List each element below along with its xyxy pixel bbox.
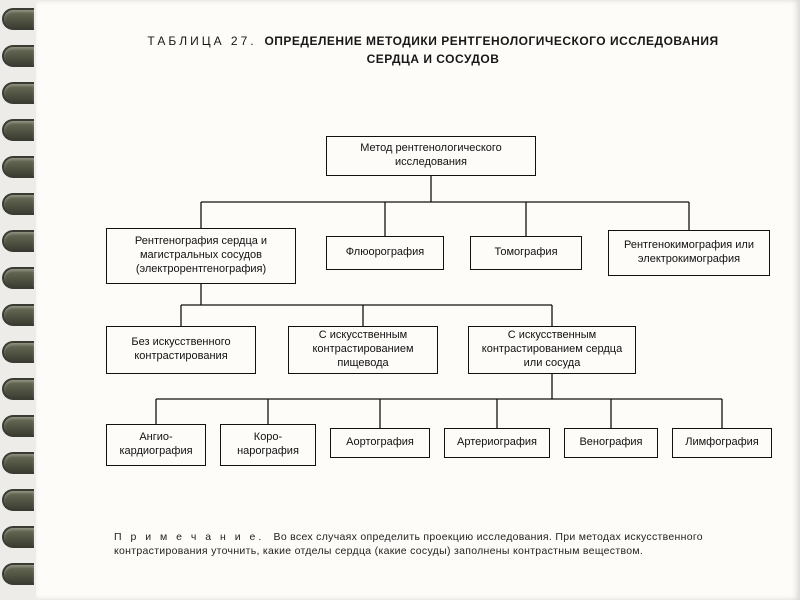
footnote: П р и м е ч а н и е. Во всех случаях опр…	[114, 530, 764, 558]
table-title: ТАБЛИЦА 27. ОПРЕДЕЛЕНИЕ МЕТОДИКИ РЕНТГЕН…	[96, 34, 770, 66]
node-aortography: Аортография	[330, 428, 430, 458]
footnote-label: П р и м е ч а н и е.	[114, 531, 264, 543]
node-coronarography: Коро-нарография	[220, 424, 316, 466]
page-surface: ТАБЛИЦА 27. ОПРЕДЕЛЕНИЕ МЕТОДИКИ РЕНТГЕН…	[36, 0, 800, 600]
node-no-contrast: Без искусственного контрастирования	[106, 326, 256, 374]
node-arteriography: Артериография	[444, 428, 550, 458]
node-kymography: Рентгенокимография или электрокимография	[608, 230, 770, 276]
connector-lines	[36, 0, 800, 600]
node-xray-heart: Рентгенография сердца и магистральных со…	[106, 228, 296, 284]
title-prefix: ТАБЛИЦА 27.	[147, 34, 256, 48]
spiral-binding	[0, 0, 38, 600]
title-line1: ОПРЕДЕЛЕНИЕ МЕТОДИКИ РЕНТГЕНОЛОГИЧЕСКОГО…	[264, 34, 718, 48]
node-fluorography: Флюорография	[326, 236, 444, 270]
node-root: Метод рентгенологического исследования	[326, 136, 536, 176]
node-contrast-esophagus: С искусственным контрастированием пищево…	[288, 326, 438, 374]
node-angiocardiography: Ангио-кардиография	[106, 424, 206, 466]
node-tomography: Томография	[470, 236, 582, 270]
title-line2: СЕРДЦА И СОСУДОВ	[96, 52, 770, 66]
node-contrast-heart: С искусственным контрастированием сердца…	[468, 326, 636, 374]
node-venography: Венография	[564, 428, 658, 458]
node-lymphography: Лимфография	[672, 428, 772, 458]
